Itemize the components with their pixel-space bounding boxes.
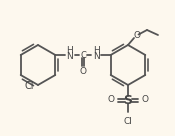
Text: O: O [133,32,140,41]
Text: O: O [107,95,114,104]
Text: O: O [142,95,149,104]
Text: Cl: Cl [124,117,132,126]
Text: O: O [79,67,86,75]
Text: S: S [124,94,132,106]
Text: H: H [93,46,100,55]
Text: N: N [93,52,100,61]
Text: N: N [66,52,72,61]
Text: Cl: Cl [25,81,34,91]
Text: C: C [80,50,86,60]
Text: H: H [66,46,72,55]
